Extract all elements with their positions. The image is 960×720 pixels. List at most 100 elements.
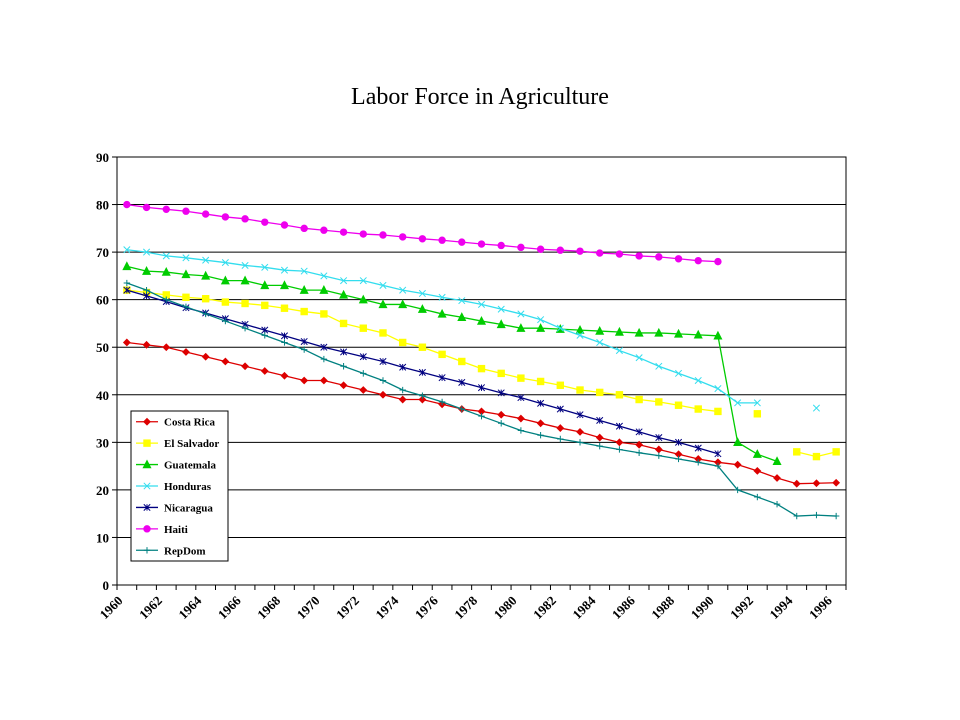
x-tick-label: 1974 [372, 593, 401, 622]
data-point [379, 281, 387, 289]
data-point [418, 395, 427, 404]
data-point [655, 398, 663, 406]
data-point [714, 257, 722, 266]
data-point [576, 331, 584, 339]
data-point [694, 405, 702, 413]
data-point [438, 236, 446, 244]
legend-marker [143, 525, 151, 533]
data-point [122, 261, 132, 271]
data-point [458, 405, 465, 413]
data-point [378, 299, 388, 309]
data-point [339, 319, 348, 328]
data-point [556, 246, 565, 254]
data-point [477, 240, 486, 248]
data-point [241, 299, 249, 308]
data-point [537, 316, 545, 324]
y-tick-label: 80 [96, 198, 109, 213]
data-point [576, 247, 584, 255]
data-point [319, 285, 329, 294]
data-point [792, 479, 801, 488]
data-point [497, 389, 505, 397]
data-point [438, 398, 446, 406]
data-point [359, 353, 367, 361]
data-point [143, 286, 150, 294]
y-tick-label: 30 [96, 435, 109, 450]
data-point [280, 304, 289, 312]
data-point [793, 448, 801, 456]
data-point [281, 339, 288, 346]
data-point [615, 250, 624, 258]
data-point [221, 357, 230, 366]
data-point [635, 354, 643, 362]
data-point [320, 310, 328, 318]
data-point [596, 416, 604, 425]
data-point [201, 210, 210, 218]
data-point [163, 296, 170, 303]
x-tick-label: 1992 [727, 593, 756, 622]
data-point [437, 308, 447, 318]
data-point [379, 329, 387, 337]
legend-label: Nicaragua [164, 502, 213, 514]
x-tick-label: 1962 [136, 593, 165, 622]
data-point [812, 479, 821, 488]
data-point [320, 272, 328, 280]
data-point [832, 478, 841, 487]
data-point [734, 399, 742, 407]
data-point [753, 466, 762, 475]
data-point [576, 427, 584, 436]
data-point [142, 340, 151, 349]
data-point [240, 275, 250, 285]
x-tick-label: 1964 [175, 593, 204, 622]
data-point [123, 286, 131, 294]
series-group [122, 200, 841, 520]
data-point [693, 329, 703, 339]
legend-marker [143, 482, 151, 490]
data-point [556, 324, 564, 332]
data-point [635, 440, 644, 449]
series-el-salvador [123, 286, 840, 461]
data-point [832, 512, 840, 520]
data-point [419, 392, 426, 399]
data-point [280, 371, 289, 380]
data-point [516, 323, 526, 332]
data-point [498, 420, 505, 427]
data-point [655, 434, 663, 442]
data-point [695, 459, 702, 466]
data-point [517, 394, 525, 402]
data-point [655, 362, 663, 370]
data-point [813, 511, 820, 519]
data-point [576, 439, 584, 446]
data-point [536, 323, 546, 332]
data-point [615, 391, 624, 399]
data-point [182, 303, 190, 310]
data-point [261, 218, 269, 226]
data-point [320, 343, 328, 351]
y-tick-label: 0 [103, 578, 110, 593]
data-point [379, 357, 387, 366]
data-point [339, 381, 348, 390]
x-tick-label: 1976 [412, 593, 441, 622]
data-point [241, 215, 249, 223]
series-repdom [123, 279, 840, 520]
data-point [674, 401, 683, 409]
data-point [752, 449, 762, 458]
x-tick-label: 1972 [333, 593, 362, 622]
x-tick-label: 1982 [530, 593, 559, 622]
data-point [399, 286, 407, 294]
data-point [694, 376, 702, 385]
data-point [615, 422, 623, 430]
data-point [655, 253, 663, 261]
data-point [773, 474, 781, 482]
data-point [458, 297, 466, 305]
data-point [537, 399, 545, 407]
data-point [713, 330, 723, 340]
data-point [497, 410, 506, 419]
data-point [674, 328, 684, 338]
data-point [615, 346, 623, 355]
data-point [142, 266, 152, 275]
data-point [202, 310, 209, 318]
data-point [359, 230, 367, 238]
data-point [340, 277, 348, 285]
data-point [319, 376, 328, 385]
data-point [359, 277, 367, 285]
